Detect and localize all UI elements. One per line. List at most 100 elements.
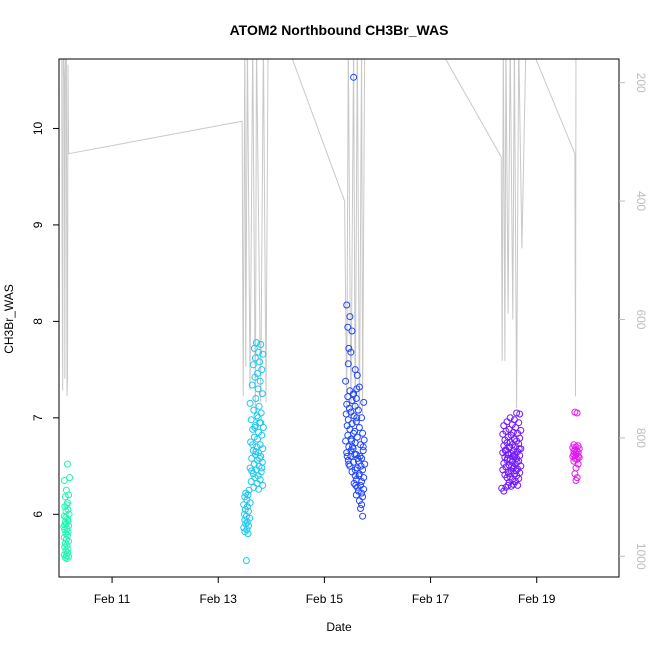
data-point	[257, 419, 265, 427]
series-2	[240, 339, 267, 565]
data-point	[249, 361, 257, 369]
data-point	[62, 513, 70, 521]
data-point	[344, 431, 352, 439]
data-point	[353, 414, 361, 422]
data-point	[509, 480, 517, 488]
chart-title: ATOM2 Northbound CH3Br_WAS	[230, 22, 449, 38]
y-axis-label: CH3Br_WAS	[2, 284, 16, 354]
data-point	[505, 470, 513, 478]
y-tick-label: 6	[31, 511, 45, 518]
flight-track-layer	[61, 59, 577, 427]
data-point	[359, 466, 367, 474]
data-point	[359, 429, 367, 437]
data-point	[571, 470, 579, 478]
data-point	[66, 474, 74, 482]
data-point	[255, 348, 263, 356]
data-point	[251, 424, 259, 431]
data-point	[248, 381, 256, 389]
data-point	[350, 429, 358, 437]
data-point	[344, 360, 352, 368]
data-point	[574, 452, 582, 460]
data-point	[346, 425, 354, 433]
data-point	[515, 419, 523, 427]
data-point	[60, 477, 68, 484]
data-point	[254, 435, 261, 443]
axes-layer: Feb 11 Feb 13 Feb 15 Feb 17 Feb 19 6 7 8 9 10 200 4…	[31, 73, 648, 606]
data-point	[251, 354, 259, 362]
data-point	[502, 483, 510, 491]
data-point	[501, 447, 509, 455]
data-point	[256, 454, 264, 462]
data-point	[349, 391, 357, 399]
x-tick-label: Feb 15	[306, 592, 344, 606]
x-tick-label: Feb 13	[200, 592, 238, 606]
data-point	[249, 425, 257, 433]
data-point	[259, 445, 267, 453]
data-point	[514, 481, 522, 489]
data-point	[355, 424, 363, 431]
data-point	[355, 497, 363, 505]
data-point	[500, 422, 508, 430]
data-point	[243, 526, 251, 534]
data-point	[248, 467, 256, 475]
y2-tick-label: 1000	[634, 543, 648, 570]
data-point	[345, 344, 353, 352]
series-1	[60, 460, 74, 563]
data-point	[249, 441, 257, 449]
data-point	[253, 479, 261, 487]
data-point	[574, 460, 582, 468]
data-point	[358, 414, 366, 422]
data-point	[512, 467, 520, 475]
data-points-layer	[60, 73, 583, 565]
data-point	[251, 373, 259, 381]
data-point	[347, 348, 355, 356]
data-point	[575, 453, 583, 461]
data-point	[242, 557, 250, 565]
data-point	[345, 404, 353, 412]
data-point	[573, 409, 581, 417]
data-point	[513, 409, 521, 417]
data-point	[357, 505, 364, 512]
data-point	[250, 344, 258, 352]
data-point	[350, 458, 358, 466]
data-point	[359, 512, 367, 520]
data-point	[255, 485, 263, 493]
data-point	[64, 499, 71, 507]
data-point	[353, 483, 361, 491]
data-point	[515, 445, 523, 453]
data-point	[343, 301, 351, 309]
data-point	[343, 449, 351, 457]
data-point	[246, 399, 254, 407]
data-point	[61, 493, 69, 501]
y2-tick-label: 800	[634, 428, 648, 448]
data-point	[359, 447, 367, 455]
data-point	[505, 479, 513, 486]
data-point	[514, 465, 522, 473]
data-point	[250, 406, 258, 414]
data-point	[352, 481, 360, 489]
data-point	[343, 452, 351, 460]
series-5	[569, 408, 583, 484]
data-point	[348, 437, 355, 445]
data-point	[513, 458, 521, 466]
y2-tick-label: 400	[634, 191, 648, 211]
data-point	[342, 437, 350, 445]
data-point	[508, 462, 516, 470]
data-point	[354, 406, 362, 414]
data-point	[65, 553, 73, 561]
data-point	[258, 390, 266, 398]
data-point	[507, 482, 515, 490]
data-point	[61, 539, 69, 547]
data-point	[244, 530, 252, 538]
data-point	[247, 478, 255, 485]
data-point	[254, 385, 262, 393]
data-point	[252, 448, 260, 456]
data-point	[64, 517, 72, 525]
data-point	[258, 464, 266, 472]
series-3	[342, 73, 369, 520]
data-point	[500, 487, 508, 495]
data-point	[248, 454, 256, 462]
data-point	[358, 478, 366, 485]
data-point	[61, 554, 69, 562]
data-point	[258, 431, 266, 439]
